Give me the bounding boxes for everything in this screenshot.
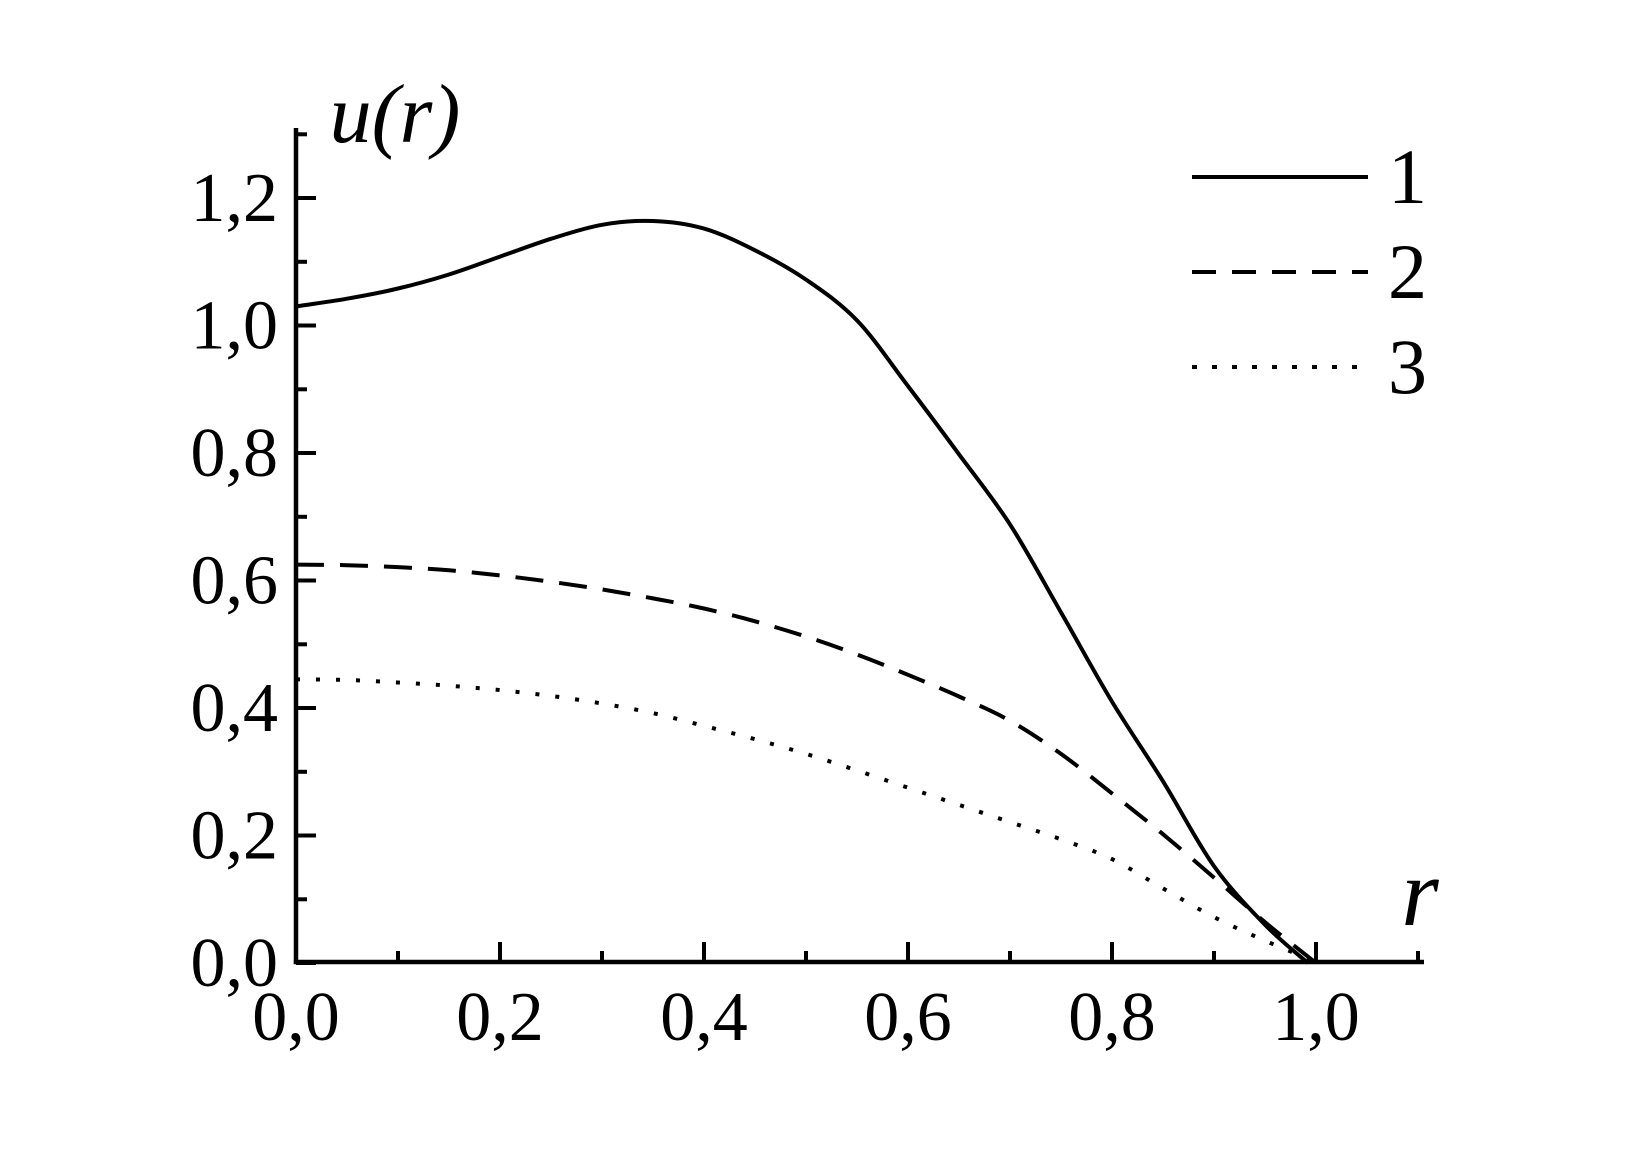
series-1-solid-curve (295, 218, 1310, 965)
y-tick-label: 0,2 (191, 798, 279, 875)
x-tick-label: 0,4 (660, 979, 748, 1056)
y-tick-label: 0,0 (191, 925, 279, 1002)
x-axis-title: r (1401, 839, 1439, 946)
y-tick-label: 1,2 (191, 160, 279, 237)
x-tick-label: 0,6 (864, 979, 952, 1056)
y-tick-label: 0,8 (191, 415, 279, 492)
x-tick-label: 0,0 (252, 979, 340, 1056)
y-tick-label: 0,4 (191, 670, 279, 747)
legend: 123 (1192, 133, 1427, 410)
legend-item-label: 2 (1388, 228, 1427, 315)
legend-item-2: 2 (1192, 228, 1427, 315)
legend-item-3: 3 (1192, 323, 1427, 410)
axes (293, 128, 1424, 965)
legend-item-label: 1 (1388, 133, 1427, 220)
series-3-dotted-curve (295, 677, 1320, 965)
y-axis-title: u(r) (330, 68, 461, 161)
x-tick-label: 0,8 (1068, 979, 1156, 1056)
y-tick-label: 0,6 (191, 543, 279, 620)
axis-tick-labels: 0,0 0,2 0,4 0,6 0,8 1,0 1,2 0,0 0,2 0,4 0,6 0,8 1,0 (191, 160, 1360, 1056)
data-series (295, 218, 1320, 965)
legend-item-label: 3 (1388, 323, 1427, 410)
y-tick-label: 1,0 (191, 288, 279, 365)
x-tick-label: 0,2 (456, 979, 544, 1056)
legend-item-1: 1 (1192, 133, 1427, 220)
x-tick-label: 1,0 (1272, 979, 1360, 1056)
series-2-dashed-curve (295, 562, 1318, 965)
axis-ticks (294, 132, 1420, 965)
